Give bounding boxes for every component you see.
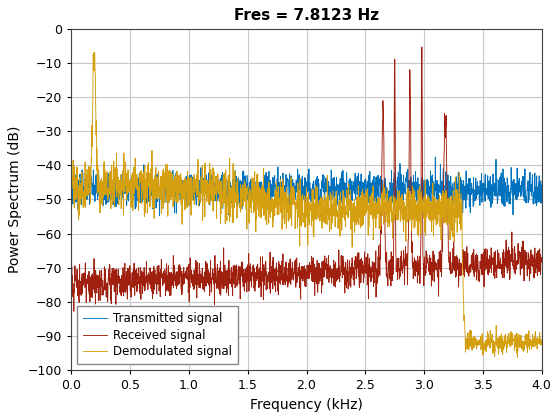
Received signal — [204, 271, 211, 276]
Transmitted signal — [311, 189, 318, 194]
Demodulated signal — [538, 342, 545, 347]
Line: Transmitted signal: Transmitted signal — [71, 157, 542, 217]
X-axis label: Frequency (kHz): Frequency (kHz) — [250, 398, 363, 412]
Legend: Transmitted signal, Received signal, Demodulated signal: Transmitted signal, Received signal, Dem… — [77, 306, 237, 364]
Received signal — [418, 45, 425, 50]
Received signal — [311, 282, 318, 287]
Received signal — [248, 285, 255, 290]
Transmitted signal — [303, 190, 310, 195]
Transmitted signal — [432, 155, 438, 160]
Transmitted signal — [312, 190, 319, 195]
Transmitted signal — [248, 190, 255, 195]
Received signal — [71, 309, 77, 314]
Transmitted signal — [538, 183, 545, 188]
Title: Fres = 7.8123 Hz: Fres = 7.8123 Hz — [234, 8, 379, 24]
Line: Demodulated signal: Demodulated signal — [71, 52, 542, 357]
Demodulated signal — [414, 202, 421, 207]
Demodulated signal — [68, 213, 74, 218]
Demodulated signal — [311, 204, 318, 209]
Transmitted signal — [68, 172, 74, 177]
Transmitted signal — [414, 175, 421, 180]
Demodulated signal — [204, 191, 211, 196]
Received signal — [304, 275, 310, 280]
Demodulated signal — [304, 199, 310, 204]
Transmitted signal — [321, 214, 328, 219]
Received signal — [414, 260, 421, 265]
Y-axis label: Power Spectrum (dB): Power Spectrum (dB) — [8, 126, 22, 273]
Received signal — [68, 281, 74, 286]
Received signal — [538, 260, 545, 265]
Demodulated signal — [91, 50, 98, 55]
Transmitted signal — [204, 190, 211, 195]
Demodulated signal — [514, 354, 521, 360]
Received signal — [312, 265, 319, 270]
Demodulated signal — [248, 208, 255, 213]
Demodulated signal — [312, 185, 319, 190]
Line: Received signal: Received signal — [71, 47, 542, 311]
